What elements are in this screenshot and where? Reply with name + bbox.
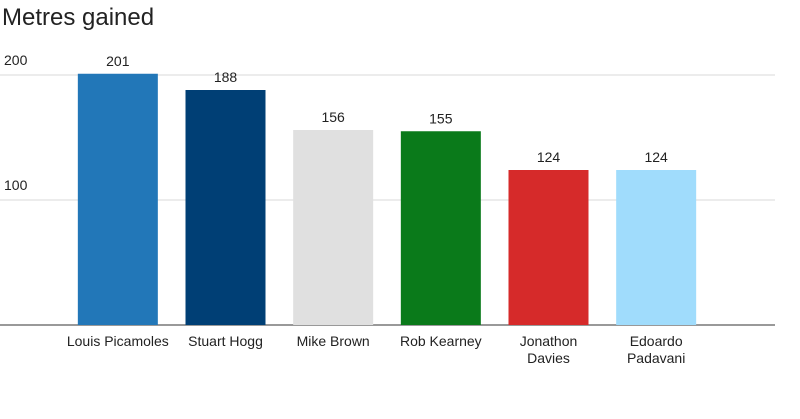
bar [185, 90, 266, 325]
x-tick-label: Jonathon Davies [519, 333, 578, 366]
value-label: 188 [214, 69, 238, 85]
bar [293, 130, 374, 325]
value-label: 124 [537, 149, 561, 165]
x-tick-label: Louis Picamoles [66, 333, 169, 349]
x-tick-label: Stuart Hogg [188, 333, 263, 349]
y-tick-label: 100 [4, 177, 28, 193]
y-tick-label: 200 [4, 52, 28, 68]
chart-title: Metres gained [2, 4, 154, 31]
x-tick-label: Edoardo Padavani [626, 333, 686, 366]
bar [616, 170, 697, 325]
value-label: 155 [429, 110, 453, 126]
bar [77, 73, 158, 325]
x-tick-label: Rob Kearney [399, 333, 482, 349]
x-tick-label: Mike Brown [296, 333, 370, 349]
bar [508, 170, 589, 325]
value-label: 124 [644, 149, 668, 165]
value-label: 201 [106, 53, 130, 69]
bar [400, 131, 481, 325]
value-label: 156 [321, 109, 345, 125]
